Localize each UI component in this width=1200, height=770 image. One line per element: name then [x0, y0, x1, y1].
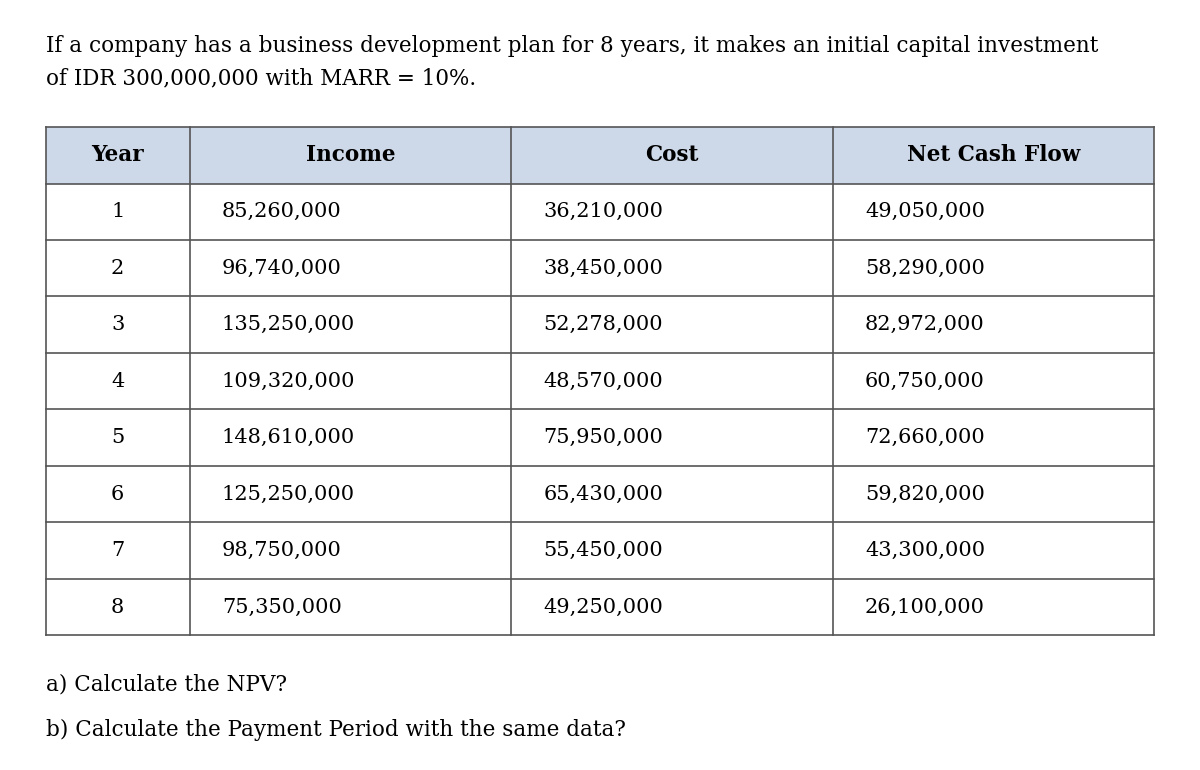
Text: 49,050,000: 49,050,000 [865, 203, 985, 221]
Text: 75,950,000: 75,950,000 [544, 428, 664, 447]
Text: Net Cash Flow: Net Cash Flow [907, 144, 1080, 166]
Text: 59,820,000: 59,820,000 [865, 484, 985, 504]
Text: Income: Income [306, 144, 395, 166]
Text: 43,300,000: 43,300,000 [865, 541, 985, 560]
Text: 36,210,000: 36,210,000 [544, 203, 664, 221]
Text: 38,450,000: 38,450,000 [544, 259, 664, 278]
Text: Cost: Cost [646, 144, 698, 166]
Text: 85,260,000: 85,260,000 [222, 203, 342, 221]
Text: 109,320,000: 109,320,000 [222, 372, 355, 390]
Text: 135,250,000: 135,250,000 [222, 315, 355, 334]
Text: 75,350,000: 75,350,000 [222, 598, 342, 617]
Text: 52,278,000: 52,278,000 [544, 315, 664, 334]
Text: 26,100,000: 26,100,000 [865, 598, 985, 617]
Text: 58,290,000: 58,290,000 [865, 259, 985, 278]
Text: 72,660,000: 72,660,000 [865, 428, 985, 447]
Text: 3: 3 [110, 315, 125, 334]
Text: 125,250,000: 125,250,000 [222, 484, 355, 504]
Text: 7: 7 [112, 541, 125, 560]
Text: 49,250,000: 49,250,000 [544, 598, 664, 617]
Text: a) Calculate the NPV?: a) Calculate the NPV? [46, 674, 287, 696]
Text: b) Calculate the Payment Period with the same data?: b) Calculate the Payment Period with the… [46, 718, 625, 741]
Text: 8: 8 [112, 598, 125, 617]
Text: 6: 6 [112, 484, 125, 504]
Text: 148,610,000: 148,610,000 [222, 428, 355, 447]
Text: 48,570,000: 48,570,000 [544, 372, 664, 390]
Text: of IDR 300,000,000 with MARR = 10%.: of IDR 300,000,000 with MARR = 10%. [46, 68, 475, 90]
Text: 98,750,000: 98,750,000 [222, 541, 342, 560]
Text: 65,430,000: 65,430,000 [544, 484, 664, 504]
Text: 4: 4 [112, 372, 125, 390]
Text: 60,750,000: 60,750,000 [865, 372, 985, 390]
Text: 1: 1 [110, 203, 125, 221]
Text: If a company has a business development plan for 8 years, it makes an initial ca: If a company has a business development … [46, 35, 1098, 57]
Text: 5: 5 [112, 428, 125, 447]
Text: 55,450,000: 55,450,000 [544, 541, 664, 560]
Text: 96,740,000: 96,740,000 [222, 259, 342, 278]
Text: 82,972,000: 82,972,000 [865, 315, 985, 334]
Text: 2: 2 [112, 259, 125, 278]
Text: Year: Year [91, 144, 144, 166]
